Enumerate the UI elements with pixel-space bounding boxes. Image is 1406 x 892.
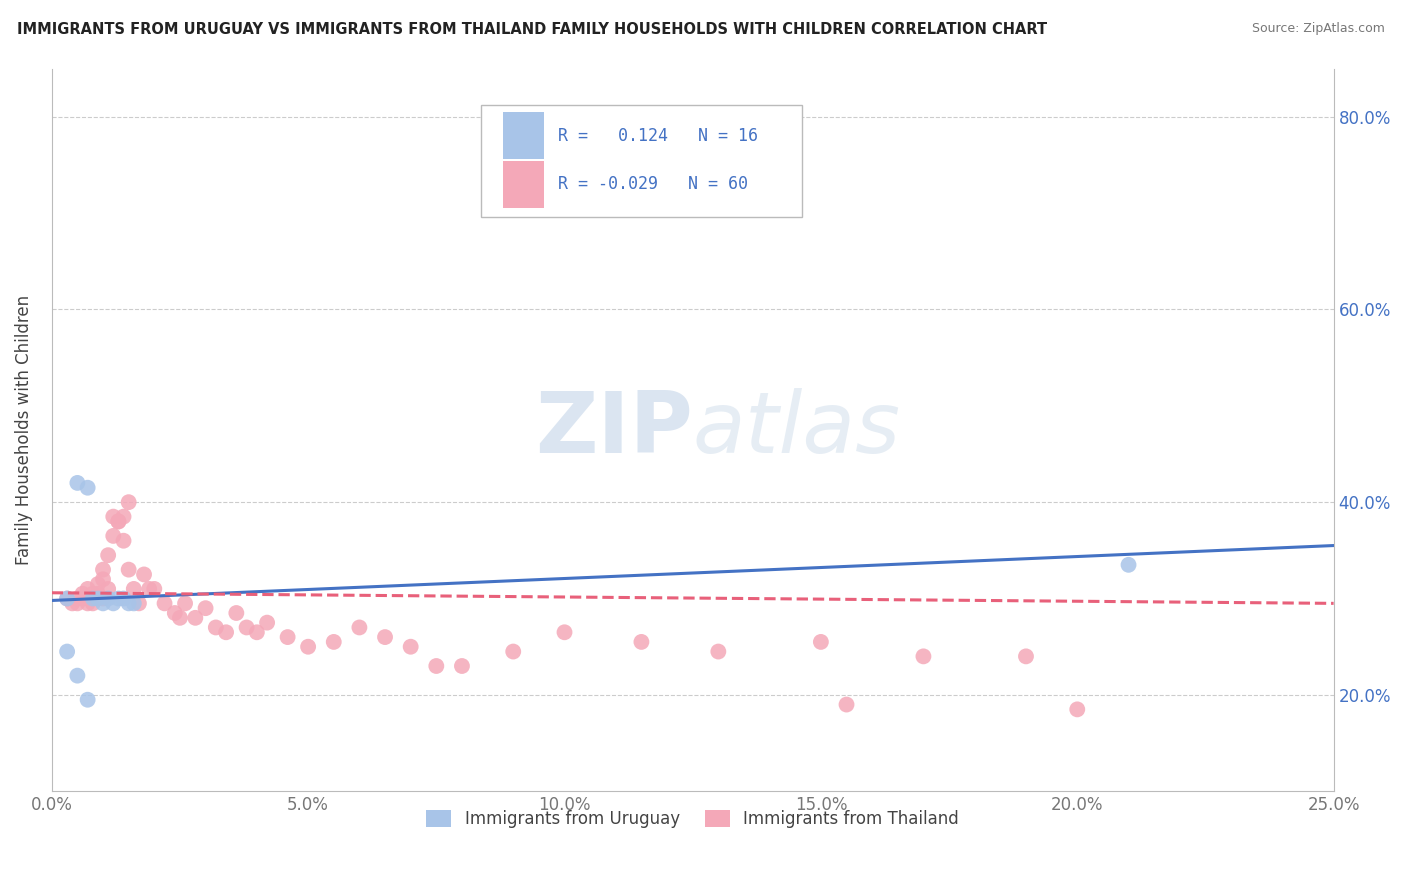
Point — [174, 596, 197, 610]
Y-axis label: Family Households with Children: Family Households with Children — [15, 295, 32, 565]
Point — [107, 515, 129, 529]
Point — [163, 606, 186, 620]
Point — [60, 596, 83, 610]
Point — [97, 582, 120, 596]
Point — [169, 611, 191, 625]
Point — [297, 640, 319, 654]
Point — [246, 625, 269, 640]
Point — [103, 596, 125, 610]
Point — [87, 587, 110, 601]
Point — [118, 495, 141, 509]
Point — [112, 591, 135, 606]
FancyBboxPatch shape — [481, 104, 801, 217]
Legend: Immigrants from Uruguay, Immigrants from Thailand: Immigrants from Uruguay, Immigrants from… — [420, 804, 966, 835]
Point — [103, 509, 125, 524]
Point — [399, 640, 422, 654]
Point — [112, 509, 135, 524]
Point — [107, 515, 129, 529]
Point — [91, 572, 114, 586]
Point — [76, 582, 98, 596]
Text: IMMIGRANTS FROM URUGUAY VS IMMIGRANTS FROM THAILAND FAMILY HOUSEHOLDS WITH CHILD: IMMIGRANTS FROM URUGUAY VS IMMIGRANTS FR… — [17, 22, 1047, 37]
FancyBboxPatch shape — [503, 112, 544, 160]
Point — [87, 591, 110, 606]
Point — [66, 475, 89, 490]
Point — [349, 620, 371, 634]
Point — [66, 596, 89, 610]
Point — [122, 596, 145, 610]
Point — [91, 591, 114, 606]
Point — [184, 611, 207, 625]
Point — [225, 606, 247, 620]
Point — [1015, 649, 1038, 664]
Point — [118, 596, 141, 610]
Point — [1066, 702, 1088, 716]
Point — [128, 596, 150, 610]
Point — [451, 659, 474, 673]
Point — [82, 591, 104, 606]
Point — [122, 582, 145, 596]
Point — [91, 596, 114, 610]
Point — [235, 620, 257, 634]
Point — [82, 596, 104, 610]
FancyBboxPatch shape — [503, 161, 544, 208]
Point — [56, 591, 79, 606]
Point — [912, 649, 935, 664]
Text: ZIP: ZIP — [534, 388, 693, 471]
Point — [97, 591, 120, 606]
Point — [153, 596, 176, 610]
Point — [66, 668, 89, 682]
Point — [502, 644, 524, 658]
Point — [810, 635, 832, 649]
Point — [707, 644, 730, 658]
Point — [91, 563, 114, 577]
Point — [66, 591, 89, 606]
Point — [87, 577, 110, 591]
Point — [553, 625, 575, 640]
Point — [138, 582, 160, 596]
Point — [143, 582, 166, 596]
Point — [97, 548, 120, 562]
Point — [118, 563, 141, 577]
Text: Source: ZipAtlas.com: Source: ZipAtlas.com — [1251, 22, 1385, 36]
Point — [56, 644, 79, 658]
Text: atlas: atlas — [693, 388, 901, 471]
Point — [72, 591, 94, 606]
Point — [107, 591, 129, 606]
Point — [1118, 558, 1140, 572]
Point — [256, 615, 278, 630]
Point — [132, 567, 155, 582]
Text: R =   0.124   N = 16: R = 0.124 N = 16 — [558, 127, 758, 145]
Point — [215, 625, 238, 640]
Point — [76, 481, 98, 495]
Text: R = -0.029   N = 60: R = -0.029 N = 60 — [558, 175, 748, 194]
Point — [425, 659, 447, 673]
Point — [82, 587, 104, 601]
Point — [277, 630, 299, 644]
Point — [56, 591, 79, 606]
Point — [76, 596, 98, 610]
Point — [322, 635, 344, 649]
Point — [76, 591, 98, 606]
Point — [374, 630, 396, 644]
Point — [630, 635, 652, 649]
Point — [194, 601, 217, 615]
Point — [72, 587, 94, 601]
Point — [835, 698, 858, 712]
Point — [76, 692, 98, 706]
Point — [205, 620, 228, 634]
Point — [103, 529, 125, 543]
Point — [112, 533, 135, 548]
